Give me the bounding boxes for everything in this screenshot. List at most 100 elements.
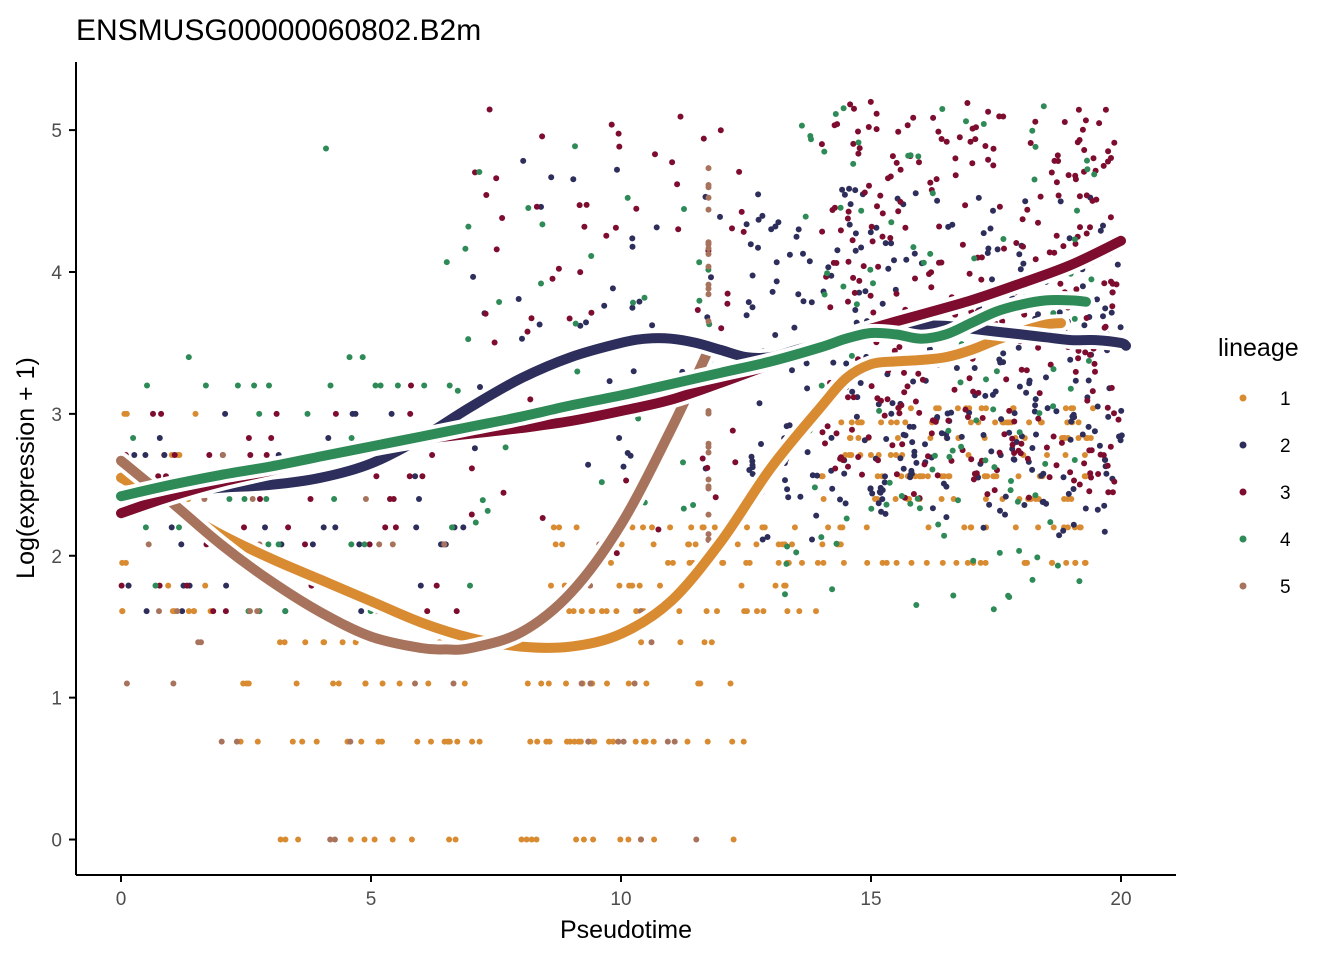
y-tick-label: 2 xyxy=(51,547,62,568)
data-point xyxy=(518,836,525,843)
data-point xyxy=(577,322,584,329)
data-point xyxy=(282,836,289,843)
data-point xyxy=(881,479,888,486)
data-point xyxy=(1091,428,1098,435)
data-point xyxy=(307,496,314,502)
data-point xyxy=(1090,155,1097,162)
data-point xyxy=(910,114,917,121)
data-point xyxy=(539,221,546,228)
data-point xyxy=(254,608,261,615)
data-point xyxy=(421,382,428,389)
data-point xyxy=(855,454,862,460)
data-point xyxy=(744,524,750,531)
data-point xyxy=(671,738,678,745)
legend-label-3: 3 xyxy=(1280,483,1291,504)
data-point xyxy=(734,541,741,548)
data-point xyxy=(352,639,359,646)
data-point xyxy=(849,426,855,433)
data-point xyxy=(843,360,850,367)
data-point xyxy=(1029,466,1036,473)
data-point xyxy=(414,738,421,745)
data-point xyxy=(893,452,899,458)
data-point xyxy=(839,186,846,193)
data-point xyxy=(1092,368,1098,375)
data-point xyxy=(539,133,546,140)
data-point xyxy=(653,224,660,231)
data-point xyxy=(956,134,963,141)
data-point xyxy=(708,639,715,646)
data-point xyxy=(604,680,610,687)
data-point xyxy=(603,608,610,615)
data-point xyxy=(1029,445,1036,451)
data-point xyxy=(1072,176,1079,183)
data-point xyxy=(1029,576,1036,583)
data-point xyxy=(483,192,490,198)
data-point xyxy=(572,143,578,150)
data-point xyxy=(1035,415,1042,422)
data-point xyxy=(1083,230,1090,237)
data-point xyxy=(1090,405,1096,412)
data-point xyxy=(583,319,589,326)
data-point xyxy=(1101,280,1108,287)
data-point xyxy=(1053,232,1060,239)
data-point xyxy=(804,385,811,392)
data-point xyxy=(846,221,853,228)
data-point xyxy=(281,639,288,646)
data-point xyxy=(425,680,432,687)
data-point xyxy=(981,473,988,480)
data-point xyxy=(845,463,851,470)
data-point xyxy=(982,559,989,566)
data-point xyxy=(921,461,928,468)
data-point xyxy=(1001,431,1008,438)
data-point xyxy=(845,208,852,215)
data-point xyxy=(648,639,655,646)
data-point xyxy=(705,194,712,201)
data-point xyxy=(907,405,914,412)
data-point xyxy=(755,216,762,223)
data-point xyxy=(273,410,280,417)
data-point xyxy=(1026,419,1033,426)
data-point xyxy=(729,225,735,232)
data-point xyxy=(868,383,875,390)
data-point xyxy=(428,738,434,745)
data-point xyxy=(852,187,859,194)
data-point xyxy=(155,473,162,480)
data-point xyxy=(282,608,289,615)
data-point xyxy=(1105,413,1112,420)
data-point xyxy=(1015,447,1022,454)
data-point xyxy=(1088,276,1095,283)
data-point xyxy=(655,526,662,533)
data-point xyxy=(800,250,806,257)
data-point xyxy=(125,582,132,589)
data-point xyxy=(694,307,701,313)
data-point xyxy=(834,247,841,254)
data-point xyxy=(176,524,182,531)
data-point xyxy=(158,410,165,417)
data-point xyxy=(916,505,923,512)
data-point xyxy=(849,388,856,395)
data-point xyxy=(1011,410,1018,417)
data-point xyxy=(839,524,846,531)
data-point xyxy=(894,435,901,441)
data-point xyxy=(685,541,692,548)
data-point xyxy=(218,738,225,745)
data-point xyxy=(1003,376,1010,383)
data-point xyxy=(552,541,559,548)
data-point xyxy=(759,524,766,531)
data-point xyxy=(1094,296,1100,303)
y-tick-label: 3 xyxy=(51,405,62,426)
data-point xyxy=(1075,355,1082,362)
data-point xyxy=(705,291,712,298)
data-point xyxy=(772,582,779,589)
data-point xyxy=(878,419,885,426)
smooth-line-lineage-1 xyxy=(116,318,1066,653)
data-point xyxy=(982,143,989,149)
chart-title: ENSMUSG00000060802.B2m xyxy=(76,14,481,47)
data-point xyxy=(1018,366,1025,373)
data-point xyxy=(581,223,588,230)
data-point xyxy=(915,370,922,377)
data-point xyxy=(949,447,956,454)
data-point xyxy=(669,159,676,166)
data-point xyxy=(867,452,874,458)
data-point xyxy=(320,639,327,646)
